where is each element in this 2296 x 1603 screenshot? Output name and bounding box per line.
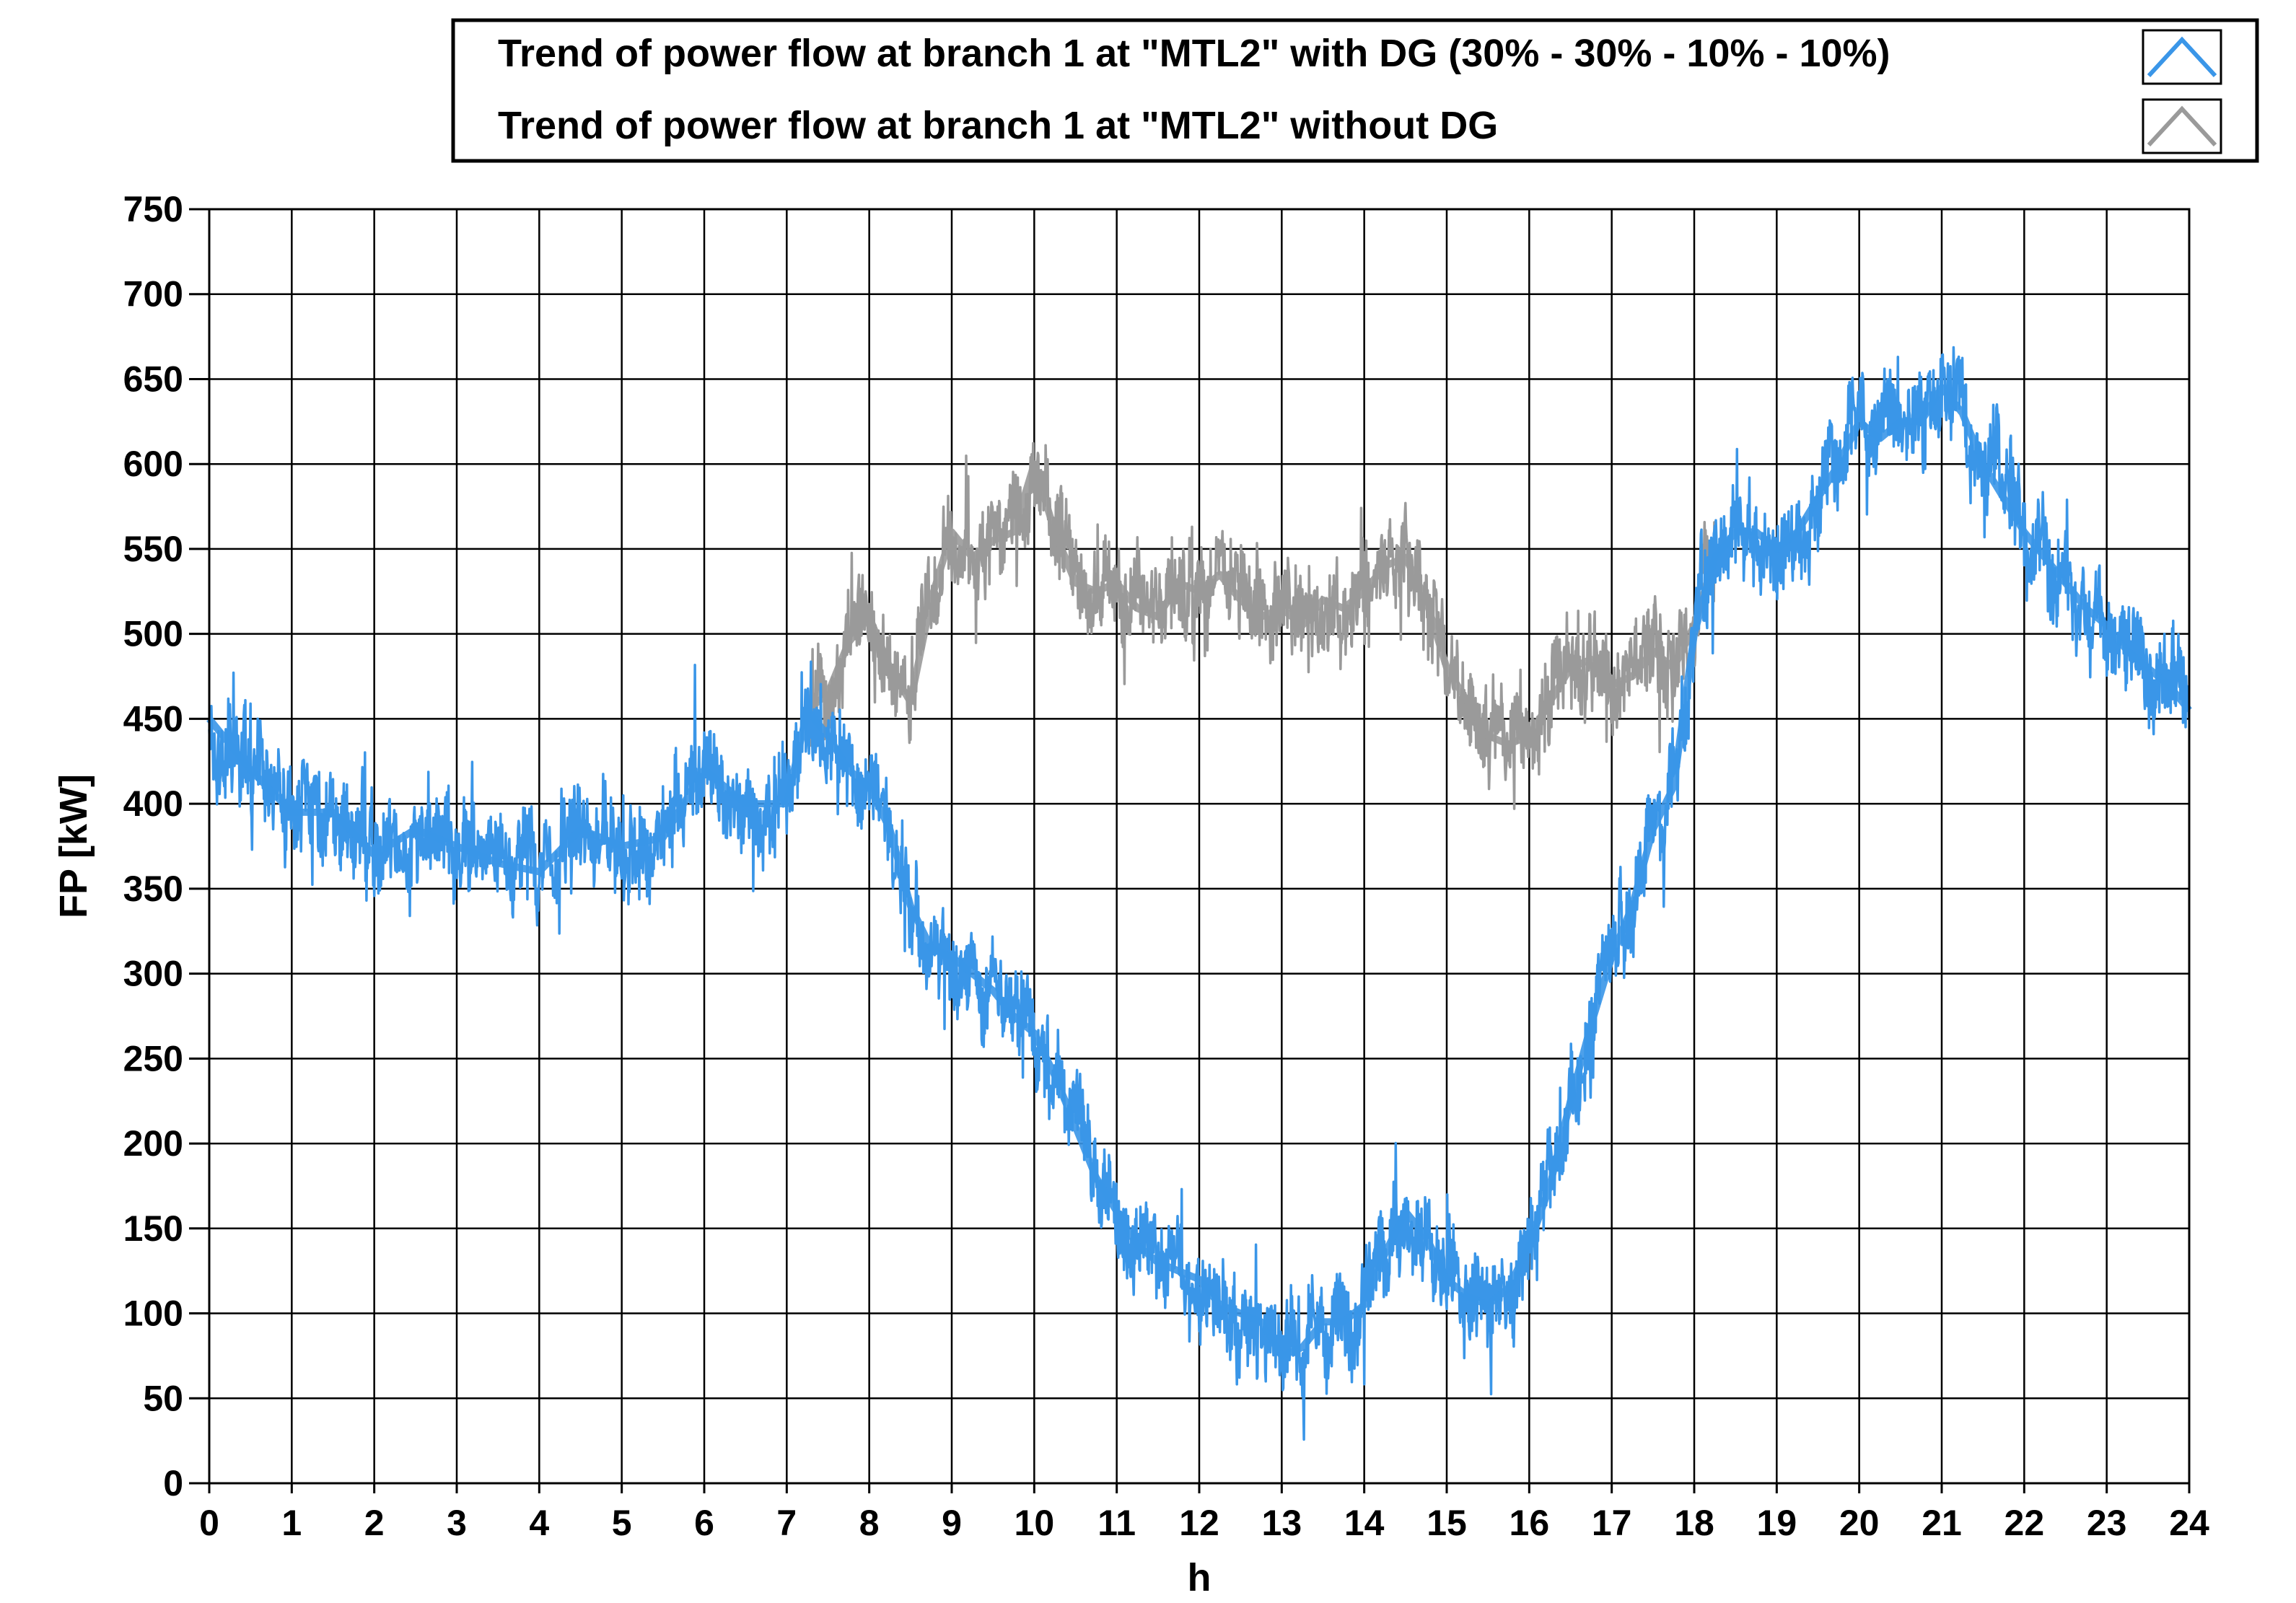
x-tick-label: 16: [1510, 1503, 1550, 1543]
x-tick-label: 13: [1262, 1503, 1302, 1543]
y-tick-label: 300: [123, 954, 183, 994]
x-tick-label: 4: [529, 1503, 549, 1543]
series-0: [206, 346, 2192, 1441]
legend-mark-with-dg: [2147, 36, 2217, 78]
y-tick-label: 100: [123, 1294, 183, 1334]
series-layer: [206, 346, 2192, 1441]
series-line-trend: [206, 384, 2192, 1360]
series-1: [805, 442, 1719, 810]
y-tick-label: 700: [123, 274, 183, 315]
y-tick-label: 500: [123, 614, 183, 654]
x-tick-label: 2: [364, 1503, 385, 1543]
x-tick-label: 15: [1427, 1503, 1467, 1543]
legend-label-without-dg: Trend of power flow at branch 1 at "MTL2…: [498, 104, 1498, 147]
y-tick-label: 50: [143, 1378, 183, 1418]
legend: Trend of power flow at branch 1 at "MTL2…: [451, 18, 2259, 163]
series-line-noise: [208, 346, 2191, 1441]
x-tick-label: 17: [1592, 1503, 1632, 1543]
y-tick-label: 450: [123, 698, 183, 739]
y-tick-label: 400: [123, 783, 183, 824]
y-tick-label: 750: [123, 189, 183, 229]
y-axis-title: FP [kW]: [52, 774, 95, 918]
x-tick-label: 1: [281, 1503, 302, 1543]
x-tick-label: 20: [1839, 1503, 1880, 1543]
y-tick-label: 0: [163, 1463, 183, 1503]
x-axis-title: h: [1188, 1556, 1211, 1599]
series-line-trend: [805, 460, 1719, 748]
y-tick-label: 600: [123, 444, 183, 484]
x-tick-label: 11: [1097, 1503, 1136, 1543]
y-tick-label: 150: [123, 1208, 183, 1249]
y-tick-label: 200: [123, 1123, 183, 1164]
x-tick-label: 8: [859, 1503, 880, 1543]
series-line-noise: [806, 442, 1717, 810]
legend-box: [451, 18, 2259, 163]
y-axis-ticks: 0 50 100 150 200 250 300 350 400 450 500 550 600 650 7…: [123, 189, 209, 1503]
x-tick-label: 18: [1674, 1503, 1714, 1543]
x-tick-label: 19: [1757, 1503, 1797, 1543]
x-tick-label: 6: [694, 1503, 714, 1543]
x-tick-label: 3: [447, 1503, 467, 1543]
legend-mark-without-dg: [2147, 105, 2217, 147]
x-tick-label: 5: [612, 1503, 632, 1543]
x-tick-label: 23: [2087, 1503, 2127, 1543]
x-tick-label: 21: [1922, 1503, 1962, 1543]
x-tick-label: 0: [199, 1503, 219, 1543]
x-tick-label: 22: [2004, 1503, 2045, 1543]
x-axis-ticks: 0 1 2 3 4 5 6 7 8 9 10 11 12 13 14 15 16 17 18 19 20 21 22 23 24: [199, 1483, 2209, 1543]
x-tick-label: 9: [942, 1503, 962, 1543]
y-tick-label: 650: [123, 359, 183, 399]
x-tick-label: 24: [2169, 1503, 2209, 1543]
legend-label-with-dg: Trend of power flow at branch 1 at "MTL2…: [498, 32, 1890, 75]
x-tick-label: 10: [1015, 1503, 1055, 1543]
x-tick-label: 12: [1179, 1503, 1219, 1543]
y-tick-label: 250: [123, 1038, 183, 1079]
x-tick-label: 14: [1344, 1503, 1385, 1543]
y-tick-label: 550: [123, 529, 183, 569]
y-tick-label: 350: [123, 869, 183, 909]
x-tick-label: 7: [776, 1503, 797, 1543]
